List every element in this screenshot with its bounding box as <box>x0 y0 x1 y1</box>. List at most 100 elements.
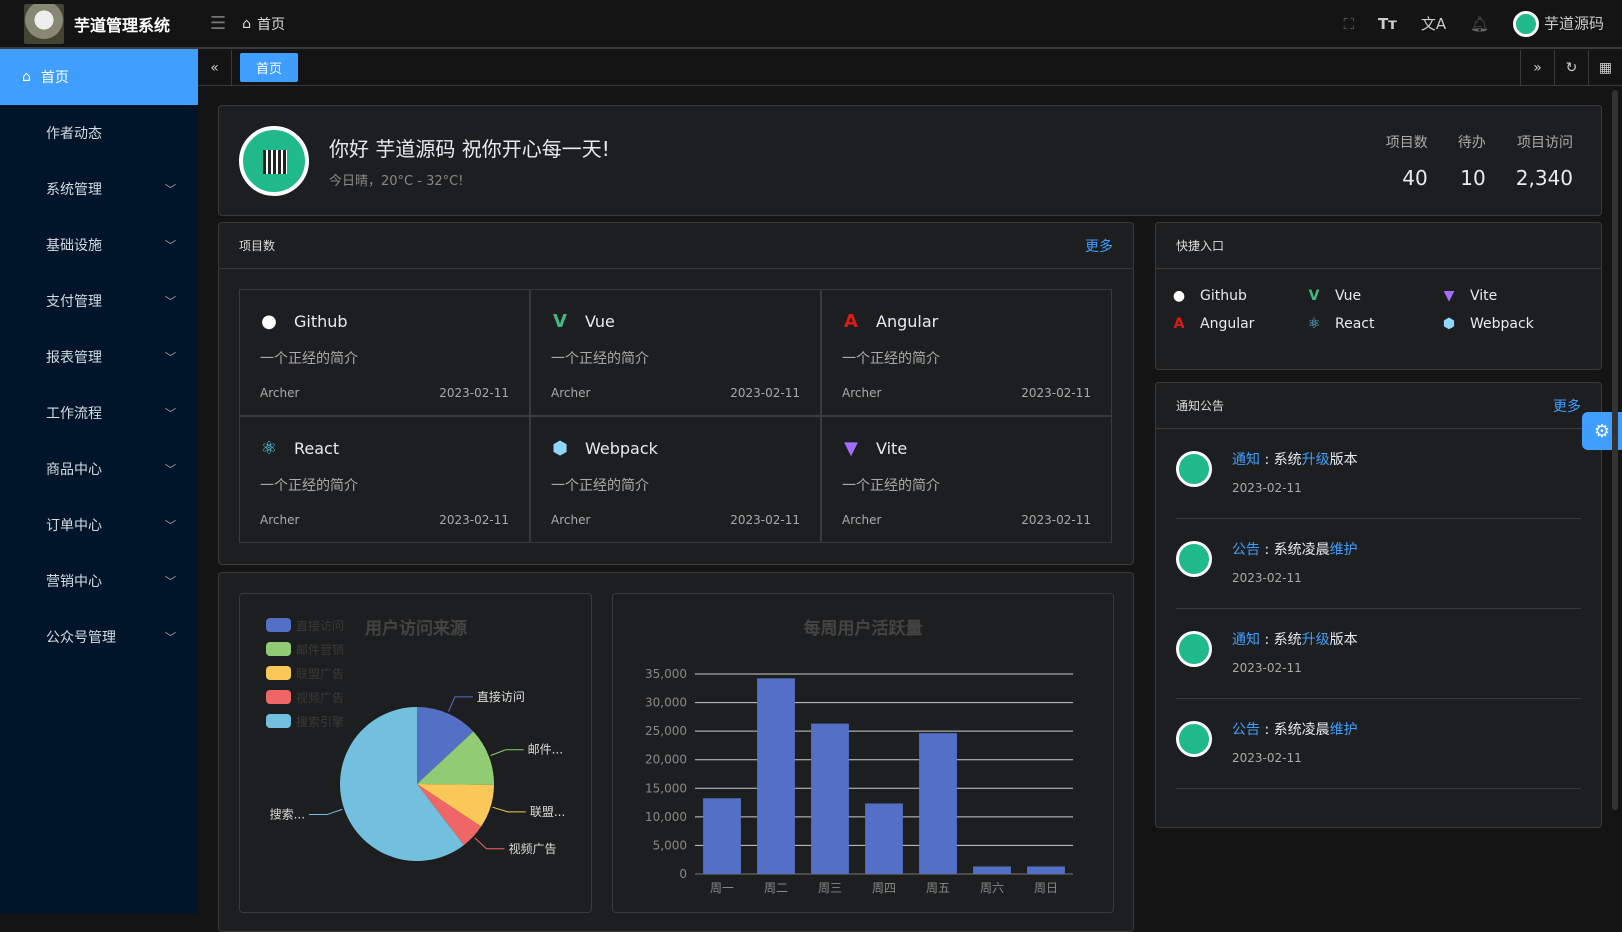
projects-more-link[interactable]: 更多 <box>1085 238 1113 255</box>
project-name: Webpack <box>585 438 658 458</box>
project-date: 2023-02-11 <box>439 513 509 527</box>
project-name: Github <box>294 311 348 331</box>
webpack-icon: ⬢ <box>1442 316 1456 332</box>
bar <box>919 733 957 874</box>
project-author: Archer <box>260 513 300 527</box>
y-tick-label: 0 <box>679 867 687 881</box>
project-author: Archer <box>551 513 591 527</box>
notice-type: 通知 <box>1232 632 1260 648</box>
quick-entry-item[interactable]: V Vue <box>1305 287 1440 305</box>
project-card[interactable]: ⬢ Webpack 一个正经的简介 Archer 2023-02-11 <box>530 416 821 543</box>
menu-collapse-icon[interactable]: ☰ <box>210 13 227 34</box>
project-desc: 一个正经的简介 <box>260 478 358 494</box>
avatar <box>1176 721 1212 757</box>
quick-entry-item[interactable]: A Angular <box>1170 315 1305 333</box>
notice-item[interactable]: 通知 : 系统升级版本 2023-02-11 <box>1176 609 1581 699</box>
legend-label: 视频广告 <box>296 690 344 705</box>
x-tick-label: 周三 <box>818 881 842 895</box>
sidebar-item[interactable]: ⌂ 首页 <box>0 49 198 105</box>
quick-entry-item[interactable]: ⚛ React <box>1305 315 1440 333</box>
scroll-right-icon[interactable]: » <box>1520 49 1554 86</box>
grid-menu-icon[interactable]: ▦ <box>1588 49 1622 86</box>
fullscreen-icon[interactable]: ⛶ <box>1343 14 1354 33</box>
pie-title: 用户访问来源 <box>365 618 467 639</box>
project-desc: 一个正经的简介 <box>842 478 940 494</box>
charts-card: 用户访问来源 直接访问 邮件营销 联盟广告 视频广告 搜索引擎 直接访问 邮件... 联盟...… <box>218 572 1134 932</box>
quick-entry-item[interactable]: ● Github <box>1170 287 1305 305</box>
chevron-down-icon: ﹀ <box>165 519 176 532</box>
y-tick-label: 20,000 <box>645 753 687 767</box>
label-line <box>309 808 343 816</box>
sidebar-item[interactable]: 营销中心 ﹀ <box>0 553 198 609</box>
notice-title: 通知公告 <box>1176 399 1225 413</box>
project-card[interactable]: ▼ Vite 一个正经的简介 Archer 2023-02-11 <box>821 416 1112 543</box>
breadcrumb-item[interactable]: 首页 <box>257 16 286 33</box>
font-size-icon[interactable]: Tт <box>1377 14 1397 33</box>
notice-text: 版本 <box>1329 632 1358 648</box>
label-line <box>474 837 505 850</box>
sidebar-item[interactable]: 系统管理 ﹀ <box>0 161 198 217</box>
label-line <box>492 806 526 813</box>
project-name: React <box>294 438 340 458</box>
logo[interactable]: 芋道管理系统 <box>0 0 198 48</box>
sidebar-item[interactable]: 基础设施 ﹀ <box>0 217 198 273</box>
scrollbar[interactable] <box>1612 90 1618 810</box>
quick-entry-item[interactable]: ⬢ Webpack <box>1440 315 1575 333</box>
sidebar-item-label: 首页 <box>40 70 69 86</box>
notice-date: 2023-02-11 <box>1232 751 1302 765</box>
vue-icon: V <box>553 310 567 332</box>
notice-highlight: 升级 <box>1301 452 1330 468</box>
scroll-left-icon[interactable]: « <box>198 49 232 86</box>
sidebar-item-label: 报表管理 <box>46 350 102 366</box>
quick-entry-label: React <box>1335 316 1375 332</box>
pie-chart-box: 用户访问来源 直接访问 邮件营销 联盟广告 视频广告 搜索引擎 直接访问 邮件... 联盟...… <box>239 593 592 913</box>
user-avatar <box>239 125 309 196</box>
refresh-icon[interactable]: ↻ <box>1554 49 1588 86</box>
chevron-down-icon: ﹀ <box>165 239 176 252</box>
quick-entry-item[interactable]: ▼ Vite <box>1440 287 1575 305</box>
project-card[interactable]: ● Github 一个正经的简介 Archer 2023-02-11 <box>239 289 530 416</box>
sidebar-item[interactable]: 作者动态 <box>0 105 198 161</box>
notice-item[interactable]: 公告 : 系统凌晨维护 2023-02-11 <box>1176 699 1581 789</box>
notice-text: 系统凌晨 <box>1273 542 1330 558</box>
y-tick-label: 25,000 <box>645 724 687 738</box>
chevron-down-icon: ﹀ <box>165 575 176 588</box>
bell-icon[interactable]: 🔔︎ <box>1470 14 1490 33</box>
project-card[interactable]: ⚛ React 一个正经的简介 Archer 2023-02-11 <box>239 416 530 543</box>
bar <box>1027 866 1065 874</box>
notice-item[interactable]: 通知 : 系统升级版本 2023-02-11 <box>1176 429 1581 519</box>
quick-entry-card: 快捷入口 ● Github V Vue ▼ Vite A Angular ⚛ React ⬢ Webp… <box>1155 222 1602 370</box>
sidebar-item[interactable]: 工作流程 ﹀ <box>0 385 198 441</box>
notice-item[interactable]: 公告 : 系统凌晨维护 2023-02-11 <box>1176 519 1581 609</box>
angular-icon: A <box>1173 316 1185 332</box>
notice-highlight: 维护 <box>1329 722 1358 738</box>
legend-label: 联盟广告 <box>296 667 344 681</box>
sidebar-item[interactable]: 订单中心 ﹀ <box>0 497 198 553</box>
github-icon: ● <box>1172 288 1186 304</box>
tab-home[interactable]: 首页 <box>240 53 299 82</box>
translate-icon[interactable]: 文A <box>1420 15 1447 33</box>
legend-swatch <box>266 714 291 728</box>
notice-date: 2023-02-11 <box>1232 571 1302 585</box>
sidebar-item[interactable]: 支付管理 ﹀ <box>0 273 198 329</box>
bar <box>757 678 795 874</box>
pie-label: 联盟... <box>530 805 565 819</box>
sidebar-item[interactable]: 商品中心 ﹀ <box>0 441 198 497</box>
user-name: 芋道源码 <box>1543 14 1604 32</box>
project-card[interactable]: A Angular 一个正经的简介 Archer 2023-02-11 <box>821 289 1112 416</box>
y-tick-label: 35,000 <box>645 667 687 681</box>
quick-entry-label: Github <box>1200 288 1247 304</box>
project-card[interactable]: V Vue 一个正经的简介 Archer 2023-02-11 <box>530 289 821 416</box>
notice-date: 2023-02-11 <box>1232 481 1302 495</box>
project-desc: 一个正经的简介 <box>260 351 358 367</box>
y-tick-label: 5,000 <box>653 838 687 852</box>
sidebar-item[interactable]: 报表管理 ﹀ <box>0 329 198 385</box>
vue-icon: V <box>1308 288 1320 304</box>
user-menu[interactable]: 芋道源码 <box>1513 10 1604 37</box>
notice-more-link[interactable]: 更多 <box>1553 398 1581 415</box>
breadcrumb[interactable]: ⌂ 首页 <box>242 14 285 34</box>
avatar <box>1176 631 1212 667</box>
sidebar-item-label: 作者动态 <box>46 126 102 142</box>
notice-highlight: 维护 <box>1329 542 1358 558</box>
sidebar-item[interactable]: 公众号管理 ﹀ <box>0 609 198 665</box>
